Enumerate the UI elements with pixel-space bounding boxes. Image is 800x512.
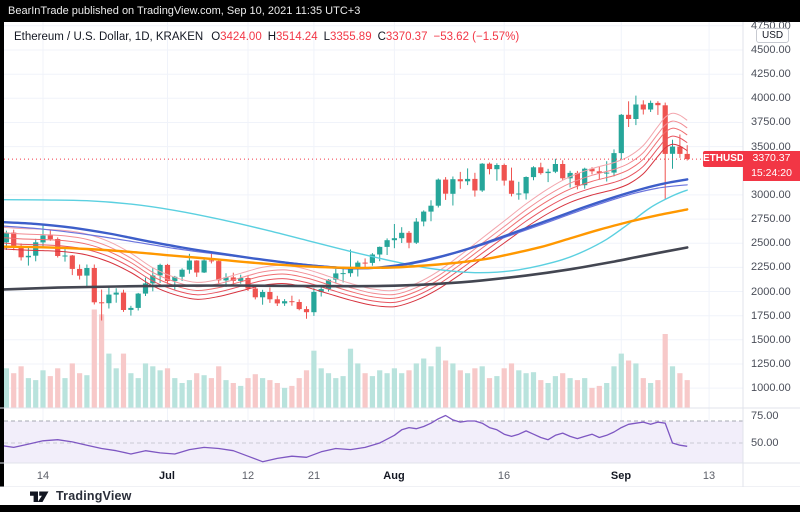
tradingview-logo[interactable] [30, 489, 49, 503]
price-tick-label: 4250.00 [751, 68, 791, 80]
last-price-label[interactable]: 3370.37 15:24:20 [743, 151, 800, 181]
attribution-text: BearInTrade published on TradingView.com… [8, 5, 361, 17]
bar-countdown: 15:24:20 [751, 167, 792, 179]
price-tick-label: 3750.00 [751, 116, 791, 128]
change-value: −53.62 (−1.57%) [433, 31, 520, 43]
rsi-tick-label: 50.00 [751, 437, 779, 449]
attribution-bar: BearInTrade published on TradingView.com… [0, 0, 800, 22]
high-value: 3514.24 [276, 31, 318, 43]
price-tick-label: 3500.00 [751, 141, 791, 153]
price-tick-label: 2250.00 [751, 261, 791, 273]
low-value: 3355.89 [330, 31, 372, 43]
time-tick-label: 16 [497, 470, 511, 482]
price-tick-label: 2000.00 [751, 286, 791, 298]
last-price-value: 3370.37 [752, 152, 791, 164]
brand-name: TradingView [56, 489, 132, 503]
left-border [0, 22, 4, 487]
price-tick-label: 2750.00 [751, 213, 791, 225]
footer-bar: TradingView [0, 487, 800, 505]
last-price-symbol-tag[interactable]: ETHUSD [703, 151, 744, 167]
time-tick-label: Sep [610, 470, 632, 482]
price-tick-label: 1500.00 [751, 334, 791, 346]
symbol-legend: Ethereum / U.S. Dollar, 1D, KRAKEN O3424.… [14, 31, 519, 43]
price-tick-label: 3000.00 [751, 189, 791, 201]
price-tick-label: 4500.00 [751, 44, 791, 56]
time-tick-label: 21 [307, 470, 321, 482]
time-tick-label: 14 [36, 470, 50, 482]
rsi-tick-label: 75.00 [751, 410, 779, 422]
price-tick-label: 4000.00 [751, 92, 791, 104]
symbol-title[interactable]: Ethereum / U.S. Dollar, 1D, KRAKEN [14, 31, 204, 43]
open-label: O [211, 31, 221, 43]
time-tick-label: 12 [241, 470, 255, 482]
open-value: 3424.00 [220, 31, 262, 43]
price-tick-label: 2500.00 [751, 237, 791, 249]
price-tick-label: 1000.00 [751, 382, 791, 394]
close-value: 3370.37 [385, 31, 428, 43]
time-tick-label: Aug [383, 470, 405, 482]
price-tick-label: 1750.00 [751, 310, 791, 322]
currency-badge[interactable]: USD [756, 28, 790, 43]
low-label: L [323, 31, 331, 43]
price-tick-label: 1250.00 [751, 358, 791, 370]
time-tick-label: Jul [159, 470, 175, 482]
time-tick-label: 13 [702, 470, 716, 482]
close-label: C [377, 31, 386, 43]
high-label: H [267, 31, 277, 43]
